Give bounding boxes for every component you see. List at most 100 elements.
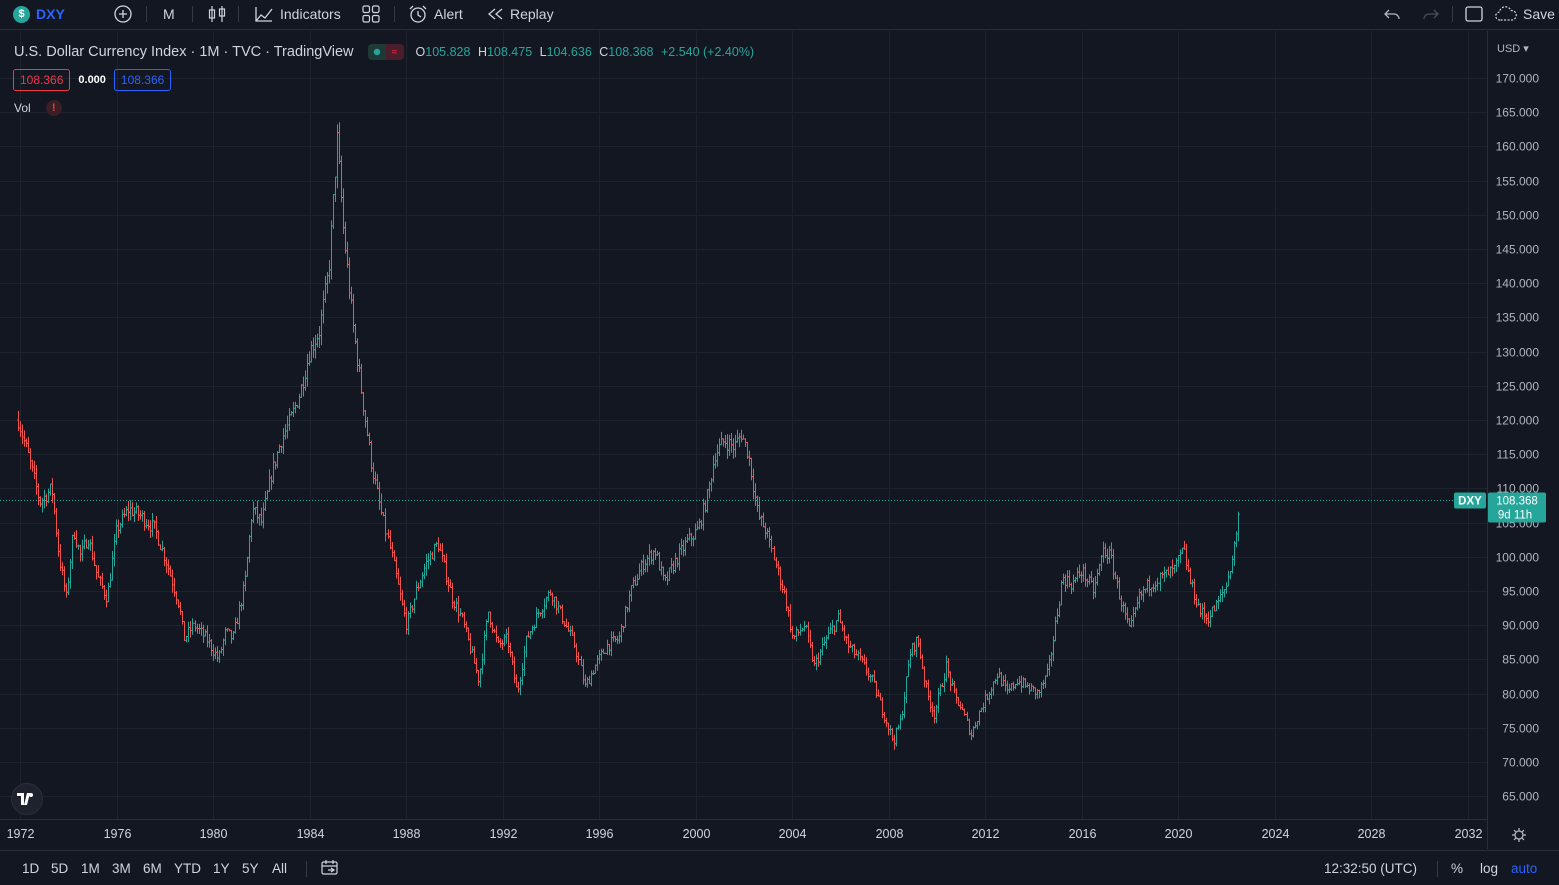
time-tick-label: 2020 [1165,827,1193,841]
rewind-icon [486,6,504,22]
warning-icon[interactable]: ! [45,100,62,116]
top-toolbar: $ DXY M Indicators Alert [0,0,1559,30]
time-tick-label: 2008 [876,827,904,841]
fullscreen-button[interactable] [1464,0,1484,28]
price-tick-label: 160.000 [1496,140,1540,154]
save-button[interactable]: Save [1494,0,1555,28]
low-value: 104.636 [546,45,592,59]
bid-price[interactable]: 108.366 [13,69,71,91]
indicators-icon [254,4,274,24]
high-value: 108.475 [486,45,533,59]
toolbar-divider [394,6,395,22]
time-tick-label: 2000 [683,827,711,841]
price-tick-label: 120.000 [1496,414,1540,428]
compare-button[interactable] [113,0,133,28]
clock-display[interactable]: 12:32:50 (UTC) [1324,861,1418,876]
low-label: L [539,45,547,59]
wave-icon[interactable]: ≈ [385,44,404,60]
replay-button[interactable]: Replay [486,0,554,28]
toolbar-divider [306,861,307,877]
replay-label: Replay [510,6,554,22]
ohlc-values: O105.828 H108.475 L104.636 C108.368 +2.5… [416,45,755,59]
chart-legend: U.S. Dollar Currency Index · 1M · TVC · … [14,44,754,60]
chart-background [0,31,1559,849]
price-tick-label: 140.000 [1496,277,1540,291]
undo-button[interactable] [1383,0,1401,28]
bottom-toolbar: 1D 5D 1M 3M 6M YTD 1Y 5Y All 12:32:50 (UTC) % lo… [0,850,1559,885]
calendar-icon [320,859,340,877]
price-tick-label: 145.000 [1496,243,1540,257]
time-tick-label: 1984 [297,827,325,841]
interval-button[interactable]: M [163,0,175,28]
log-toggle[interactable]: log [1480,861,1499,876]
range-button-6m[interactable]: 6M [143,861,162,876]
price-bar [1156,577,1159,591]
settings-gear-icon[interactable] [1512,828,1526,842]
range-button-1d[interactable]: 1D [22,861,40,876]
visibility-dot-icon[interactable] [367,44,386,60]
symbol-label-bg [1454,492,1486,509]
price-tick-label: 85.000 [1502,653,1539,667]
chart-type-button[interactable] [206,0,228,28]
time-tick-label: 2032 [1455,827,1483,841]
chart-pane[interactable]: 170.000 165.000 160.000 155.000 150.000 145.0… [0,31,1559,849]
gear-tooth [1513,837,1517,841]
range-button-5d[interactable]: 5D [51,861,69,876]
ask-price[interactable]: 108.366 [113,69,172,91]
save-label: Save [1523,6,1555,22]
square-icon [1464,4,1484,24]
indicators-button[interactable]: Indicators [254,0,341,28]
bid-ask-boxes: 108.366 0.000 108.366 [13,69,172,91]
plus-circle-icon [113,4,133,24]
range-button-all[interactable]: All [272,861,288,876]
price-chart[interactable]: 170.000 165.000 160.000 155.000 150.000 145.0… [0,31,1559,849]
time-tick-label: 1996 [586,827,614,841]
range-button-ytd[interactable]: YTD [174,861,201,876]
toolbar-divider [1452,6,1453,22]
range-button-1y[interactable]: 1Y [213,861,230,876]
price-tick-label: 95.000 [1502,585,1539,599]
last-price-label: 108.368 [1496,496,1538,508]
range-button-3m[interactable]: 3M [112,861,131,876]
auto-toggle[interactable]: auto [1511,861,1538,876]
range-button-5y[interactable]: 5Y [242,861,259,876]
layouts-button[interactable] [361,0,381,28]
price-tick-label: 125.000 [1496,380,1540,394]
price-bar [577,651,580,666]
close-value: 108.368 [608,45,654,59]
price-tick-label: 100.000 [1496,551,1540,565]
time-tick-label: 1976 [104,827,132,841]
gear-tooth [1521,837,1525,841]
gear-ring [1514,830,1524,840]
grid-icon [361,4,381,24]
tradingview-logo-icon[interactable] [11,783,43,815]
legend-toggle[interactable]: ≈ [367,44,404,60]
time-tick-label: 2012 [972,827,1000,841]
redo-button[interactable] [1422,0,1440,28]
percent-toggle[interactable]: % [1451,861,1464,876]
alert-button[interactable]: Alert [408,0,463,28]
price-bar [384,508,387,542]
open-label: O [415,45,426,59]
last-price-label-bg [1488,492,1546,523]
open-value: 105.828 [425,45,471,59]
range-button-1m[interactable]: 1M [81,861,100,876]
bar-countdown-label: 9d 11h [1498,510,1532,522]
price-bar [963,708,966,716]
undo-icon [1383,6,1401,22]
price-tick-label: 130.000 [1496,346,1540,360]
time-tick-label: 2004 [779,827,807,841]
price-bar [1237,511,1240,542]
alert-label: Alert [434,6,463,22]
time-tick-label: 1988 [393,827,421,841]
legend-title[interactable]: U.S. Dollar Currency Index · 1M · TVC · … [14,44,354,60]
toolbar-divider [146,6,147,22]
symbol-search[interactable]: $ DXY [13,0,65,28]
volume-label[interactable]: Vol [14,101,31,115]
price-tick-label: 90.000 [1502,619,1539,633]
currency-label[interactable]: USD ▾ [1497,43,1529,55]
price-tick-label: 165.000 [1496,106,1540,120]
last-symbol-label[interactable]: DXY [1458,496,1482,508]
goto-date-button[interactable] [320,859,340,880]
symbol-name: DXY [36,6,65,22]
